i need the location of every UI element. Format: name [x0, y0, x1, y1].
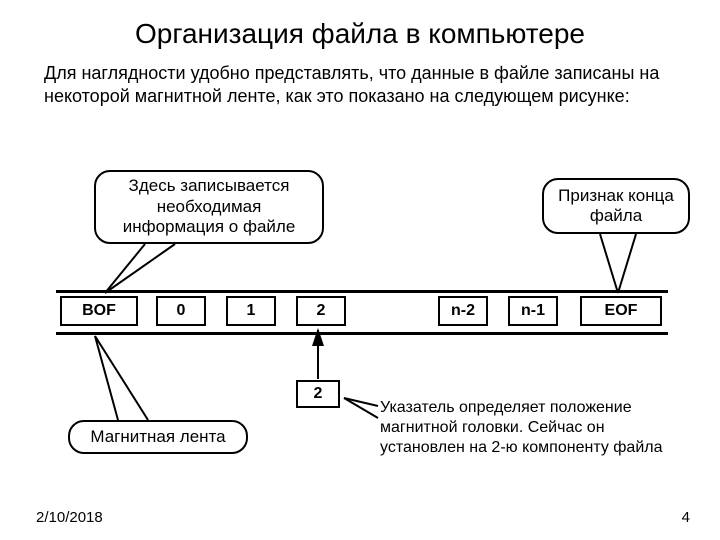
footer-page-number: 4	[682, 509, 690, 526]
connectors-svg	[0, 0, 720, 540]
footer-date: 2/10/2018	[36, 509, 103, 526]
